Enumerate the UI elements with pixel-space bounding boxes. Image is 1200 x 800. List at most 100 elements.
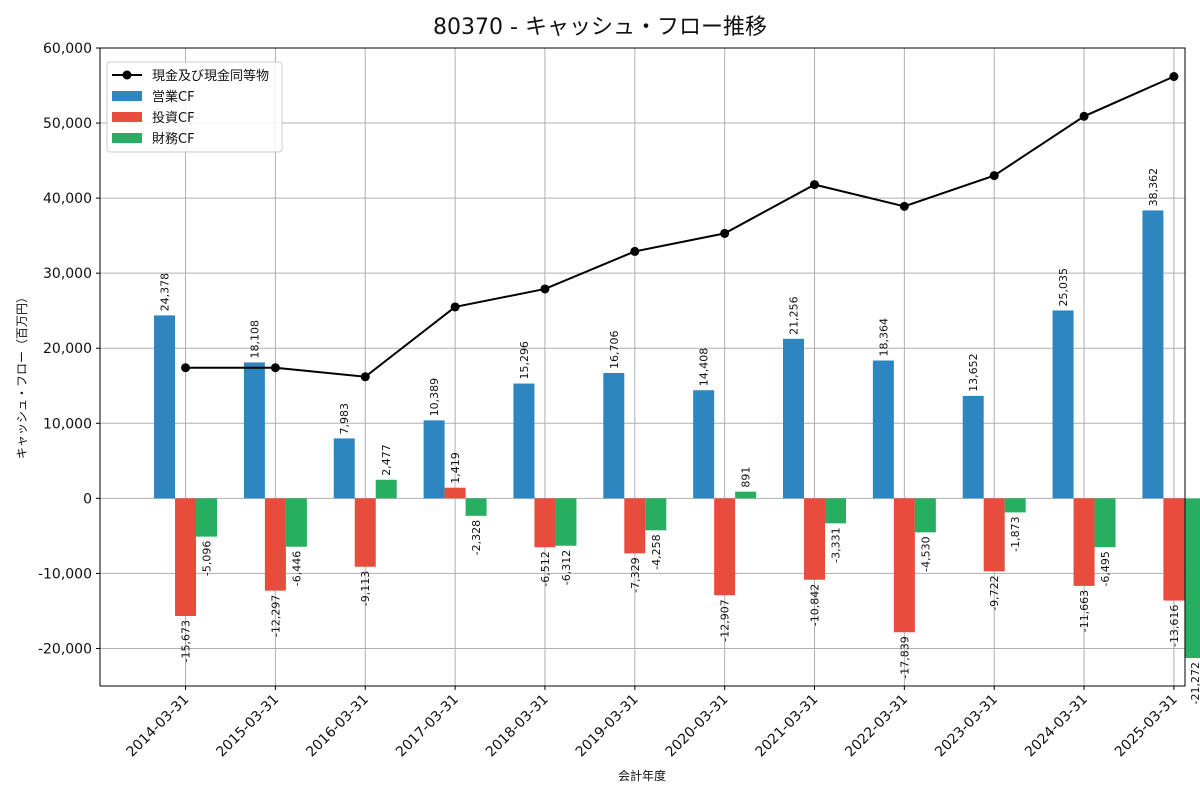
data-label: 891	[740, 467, 753, 488]
cash-point	[1169, 72, 1179, 82]
x-tick-label: 2015-03-31	[213, 692, 282, 761]
bar-operating	[154, 315, 176, 499]
bar-investing	[624, 498, 646, 554]
legend-label: 営業CF	[152, 89, 195, 105]
data-label: -2,328	[470, 520, 483, 555]
x-tick-label: 2021-03-31	[752, 692, 821, 761]
x-tick-label: 2019-03-31	[573, 692, 642, 761]
data-label: -12,907	[719, 599, 732, 641]
cash-point	[1079, 111, 1089, 121]
bar-operating	[603, 372, 625, 499]
cash-point	[810, 180, 820, 190]
x-axis-label: 会計年度	[618, 768, 666, 783]
legend-label: 投資CF	[152, 110, 195, 126]
grid-lines	[100, 47, 1185, 686]
data-label: -10,842	[809, 584, 822, 626]
bar-operating	[513, 383, 535, 499]
y-tick-label: 30,000	[43, 266, 92, 282]
data-label: 16,706	[608, 330, 621, 369]
cash-point	[450, 302, 460, 312]
cash-point	[360, 372, 370, 382]
legend-label: 財務CF	[152, 132, 195, 147]
x-tick-label: 2016-03-31	[303, 692, 372, 761]
data-label: 10,389	[428, 378, 441, 417]
data-label: 21,256	[788, 296, 801, 335]
cash-point	[181, 363, 191, 373]
bar-investing	[444, 487, 466, 499]
bar-financing	[914, 498, 936, 533]
data-label: -5,096	[201, 541, 214, 576]
data-label: -9,722	[988, 575, 1001, 610]
cash-point	[630, 246, 640, 256]
bar-investing	[354, 498, 376, 567]
legend-box	[106, 61, 283, 153]
y-tick-label: 50,000	[43, 116, 92, 132]
data-label: -21,272	[1189, 662, 1200, 704]
data-label: -6,446	[290, 551, 303, 586]
bars-layer	[154, 210, 1200, 659]
bar-investing	[264, 498, 286, 591]
cash-point	[899, 201, 909, 211]
bar-investing	[175, 498, 197, 616]
bar-investing	[983, 498, 1005, 572]
data-label: 24,378	[159, 273, 172, 312]
bar-financing	[555, 498, 577, 546]
bar-financing	[285, 498, 307, 547]
data-label: -6,512	[539, 551, 552, 586]
data-label: -15,673	[180, 620, 193, 662]
y-tick-label: -20,000	[38, 641, 92, 657]
y-tick-label: 40,000	[43, 191, 92, 207]
bar-operating	[962, 395, 984, 499]
y-axis-ticks: -20,000 -10,000 0 10,000 20,000 30,000 40,000 5…	[38, 41, 100, 657]
y-tick-label: 60,000	[43, 41, 92, 57]
x-tick-label: 2014-03-31	[124, 692, 193, 761]
data-label: 15,296	[518, 341, 531, 380]
x-tick-label: 2022-03-31	[842, 692, 911, 761]
bar-operating	[333, 438, 355, 499]
plot-frame	[99, 47, 1186, 687]
bar-financing	[1094, 498, 1116, 548]
data-label: -4,258	[650, 534, 663, 569]
data-label: 25,035	[1057, 268, 1070, 307]
bar-operating	[783, 338, 805, 499]
chart-title: 80370 - キャッシュ・フロー推移	[433, 15, 767, 40]
x-tick-label: 2024-03-31	[1022, 692, 1091, 761]
cash-line	[185, 75, 1175, 378]
legend-swatch	[112, 112, 142, 122]
data-label: 13,652	[967, 353, 980, 392]
bar-investing	[1073, 498, 1095, 586]
bar-financing	[825, 498, 847, 524]
x-tick-label: 2023-03-31	[932, 692, 1001, 761]
bar-investing	[534, 498, 556, 548]
bar-operating	[243, 362, 265, 499]
legend-label: 現金及び現金同等物	[152, 68, 269, 84]
data-label: 18,108	[248, 320, 261, 359]
y-tick-label: 10,000	[43, 416, 92, 432]
bar-operating	[1142, 210, 1164, 499]
bar-financing	[465, 498, 487, 516]
cash-point	[270, 363, 280, 373]
cash-point	[989, 171, 999, 181]
bar-investing	[804, 498, 826, 580]
data-label: -12,297	[269, 595, 282, 637]
y-tick-label: 0	[83, 491, 92, 507]
data-label: 2,477	[380, 444, 393, 476]
bar-financing	[1184, 498, 1200, 659]
bar-financing	[645, 498, 667, 531]
y-tick-label: -10,000	[38, 566, 92, 582]
bar-operating	[1052, 310, 1074, 499]
data-label: -11,663	[1078, 590, 1091, 632]
data-label: -4,530	[919, 536, 932, 571]
cash-line-layer	[181, 72, 1179, 382]
bar-investing	[714, 498, 736, 596]
data-labels-layer: 24,378 18,108 7,983 10,389 15,296 16,706 14,40…	[159, 168, 1200, 705]
bar-financing	[375, 479, 397, 499]
data-label: -13,616	[1168, 605, 1181, 647]
data-label: 38,362	[1147, 168, 1160, 207]
data-label: 14,408	[698, 348, 711, 387]
data-label: -9,113	[359, 571, 372, 606]
data-label: -3,331	[830, 527, 843, 562]
bar-operating	[693, 390, 715, 499]
